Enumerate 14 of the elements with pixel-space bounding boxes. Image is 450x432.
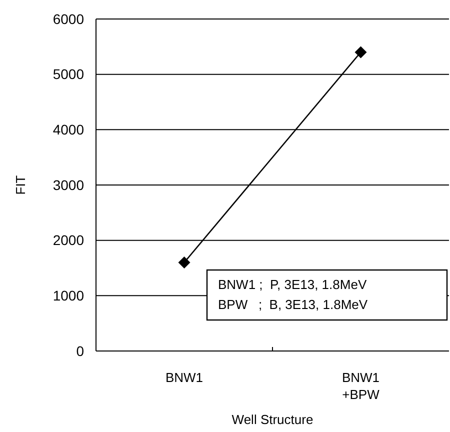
y-axis-title: FIT (13, 175, 28, 195)
y-tick-label: 1000 (52, 288, 84, 304)
note-box: BNW1 ; P, 3E13, 1.8MeV BPW ; B, 3E13, 1.8MeV (206, 269, 448, 321)
x-tick-label: BNW1 +BPW (342, 370, 380, 402)
annotation: BNW1 ; P, 3E13, 1.8MeV (218, 277, 367, 292)
y-tick-label: 5000 (52, 66, 84, 82)
y-tick-label: 4000 (52, 122, 84, 138)
y-tick-label: 0 (76, 342, 84, 359)
y-tick-label: 3000 (52, 176, 84, 193)
y-tick-label: 6000 (52, 10, 84, 27)
y-tick-label: 2000 (52, 232, 84, 248)
x-axis-title: Well Structure (232, 412, 314, 427)
x-tick-label: BNW1 (165, 370, 204, 385)
annotation: BPW ; B, 3E13, 1.8MeV (218, 297, 368, 312)
